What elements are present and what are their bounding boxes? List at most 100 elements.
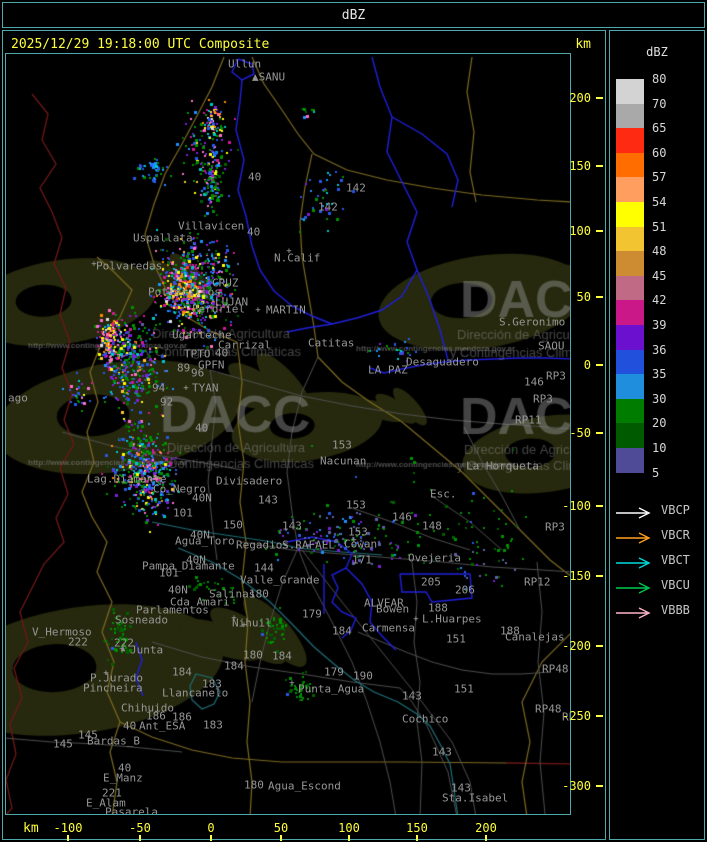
map-label: S.Geronimo bbox=[499, 315, 566, 329]
colorbar-band bbox=[616, 152, 644, 178]
map-label: Ovejeria bbox=[408, 551, 461, 565]
map-label: N.Calif bbox=[274, 251, 321, 265]
map-label: 101 bbox=[173, 506, 193, 520]
colorbar-band bbox=[616, 423, 644, 449]
colorbar-band bbox=[616, 448, 644, 474]
x-tick-label: 0 bbox=[207, 821, 215, 835]
map-label: RP3 bbox=[545, 520, 565, 534]
map-label: Salinas bbox=[209, 587, 256, 601]
radar-map-canvas[interactable] bbox=[6, 54, 570, 814]
vector-legend-row: VBBB bbox=[615, 603, 690, 619]
x-tick-mark bbox=[416, 835, 418, 841]
map-label: RP48 bbox=[542, 662, 569, 676]
map-label: 188 bbox=[500, 624, 520, 638]
y-tick-label: -100 bbox=[562, 499, 591, 513]
map-label: 143 bbox=[282, 519, 302, 533]
map-label: RP12 bbox=[524, 575, 551, 589]
colorbar-band bbox=[616, 202, 644, 228]
map-label: RP48 bbox=[535, 702, 562, 716]
map-label: 142 bbox=[346, 181, 366, 195]
map-label: V_Hermoso bbox=[32, 625, 92, 639]
map-label: Uspallata bbox=[133, 231, 193, 245]
colorbar-tick-label: 54 bbox=[652, 195, 667, 209]
map-label: Polvaredas bbox=[96, 259, 163, 273]
colorbar-band bbox=[616, 275, 644, 301]
map-label: 171 bbox=[352, 553, 372, 567]
station-plus-marker: + bbox=[241, 620, 247, 631]
station-plus-marker: + bbox=[351, 535, 357, 546]
y-tick-label: 100 bbox=[569, 224, 591, 238]
colorbar-band bbox=[616, 300, 644, 326]
map-label: SAOU bbox=[538, 339, 565, 353]
map-label: Parlamentos bbox=[136, 603, 209, 617]
map-label: LA PAZ bbox=[368, 363, 408, 377]
vector-arrow-icon bbox=[616, 582, 651, 594]
map-label: 179 bbox=[302, 607, 322, 621]
map-label: 40 bbox=[215, 346, 229, 360]
map-label: 206 bbox=[455, 583, 475, 597]
map-label: 40 bbox=[118, 761, 132, 775]
map-label: Canalejas bbox=[505, 630, 565, 644]
radar-plot-area[interactable]: Ullun ▲SANU 142 142 40 40 Villavicen Uspallata P… bbox=[5, 53, 571, 815]
y-tick-label: -150 bbox=[562, 569, 591, 583]
vector-label: VBCT bbox=[661, 553, 690, 567]
map-label: RP bbox=[562, 710, 570, 724]
map-label: CRUZ bbox=[212, 276, 239, 290]
y-tick-mark bbox=[596, 230, 603, 232]
map-label: Divisadero bbox=[216, 474, 283, 488]
station-plus-marker: + bbox=[289, 678, 295, 689]
map-label: 40N bbox=[192, 491, 212, 505]
map-label: Nihuil bbox=[232, 616, 272, 630]
map-label: 92 bbox=[160, 395, 174, 409]
x-tick-mark bbox=[485, 835, 487, 841]
map-label: 151 bbox=[454, 682, 474, 696]
map-label: 144 bbox=[254, 561, 274, 575]
x-tick-label: 200 bbox=[475, 821, 497, 835]
map-label: Desaguadero bbox=[406, 355, 479, 369]
y-tick-label: -300 bbox=[562, 779, 591, 793]
station-plus-marker: + bbox=[286, 246, 292, 257]
x-tick-mark bbox=[139, 835, 141, 841]
map-label: 143 bbox=[451, 781, 471, 795]
map-label: 145 bbox=[53, 737, 73, 751]
window-title-bar: dBZ bbox=[2, 2, 705, 28]
map-label: Regadios bbox=[236, 538, 289, 552]
colorbar-tick-label: 39 bbox=[652, 318, 667, 332]
map-label: 184 bbox=[272, 649, 292, 663]
map-label: S.RAFAEL bbox=[282, 538, 335, 552]
vector-arrow-icon bbox=[616, 607, 651, 619]
map-label: 151 bbox=[446, 632, 466, 646]
station-plus-marker: + bbox=[119, 644, 125, 655]
map-label: L.Huarpes bbox=[422, 612, 482, 626]
map-label: 179 bbox=[324, 665, 344, 679]
map-label: Carrizal bbox=[218, 338, 271, 352]
colorbar-band bbox=[616, 177, 644, 203]
y-axis-unit-label: km bbox=[575, 37, 591, 52]
map-label: 186 bbox=[146, 709, 166, 723]
colorbar-band bbox=[616, 398, 644, 424]
map-label: ALVEAR bbox=[364, 596, 404, 610]
y-tick-mark bbox=[596, 432, 603, 434]
map-label: Pampa_Diamante bbox=[142, 559, 235, 573]
y-tick-mark bbox=[596, 645, 603, 647]
map-label: Lag.Diamante bbox=[87, 472, 167, 486]
map-label: 40N bbox=[190, 528, 210, 542]
y-tick-mark bbox=[596, 575, 603, 577]
map-label: Valle_Grande bbox=[240, 573, 320, 587]
map-label: 145 bbox=[78, 728, 98, 742]
station-plus-marker: + bbox=[255, 305, 261, 316]
map-label: 153 bbox=[346, 498, 366, 512]
map-label: 222 bbox=[114, 636, 134, 650]
colorbar-title: dBZ bbox=[646, 45, 668, 59]
map-label: 184 bbox=[332, 624, 352, 638]
y-tick-mark bbox=[596, 785, 603, 787]
y-tick-label: 150 bbox=[569, 159, 591, 173]
colorbar-tick-label: 60 bbox=[652, 145, 667, 160]
colorbar-tick-label: 51 bbox=[652, 219, 667, 234]
map-label: Cda_Amari bbox=[170, 595, 230, 609]
map-label: E_Alam bbox=[86, 796, 126, 810]
colorbar-tick-label: 35 bbox=[652, 367, 667, 382]
x-tick-label: 50 bbox=[273, 821, 289, 835]
map-label: TPTO bbox=[184, 347, 211, 361]
colorbar-tick-label: 36 bbox=[652, 342, 667, 357]
